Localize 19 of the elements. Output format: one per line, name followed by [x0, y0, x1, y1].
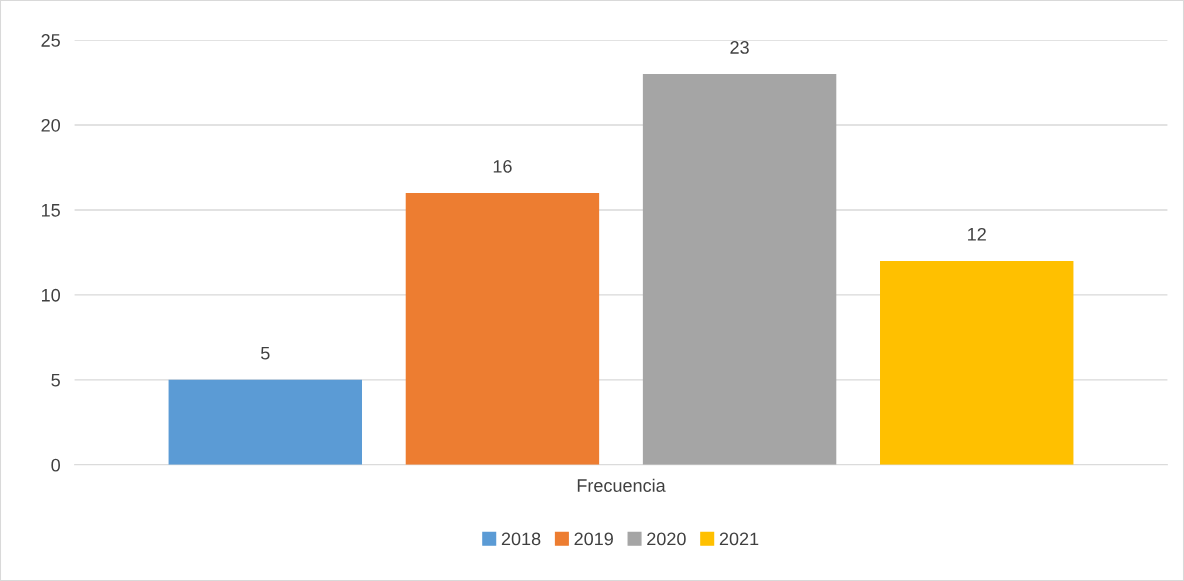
y-tick-label: 15	[42, 204, 60, 217]
x-tick-label: Frecuencia	[577, 478, 666, 492]
data-label: 12	[968, 227, 986, 241]
bar	[642, 74, 837, 465]
legend-label: 2021	[719, 532, 759, 546]
legend-label: 2018	[501, 532, 541, 546]
y-tick-label: 10	[42, 288, 60, 302]
y-tick-label: 20	[41, 118, 60, 132]
legend-label: 2020	[647, 532, 686, 546]
y-tick-label: 5	[51, 373, 60, 387]
bar	[168, 379, 363, 465]
data-label: 5	[260, 347, 270, 360]
data-label: 16	[493, 159, 512, 173]
legend-label: 2019	[574, 532, 613, 546]
data-label: 23	[730, 41, 749, 54]
y-tick-label: 25	[41, 34, 60, 47]
bar	[405, 192, 600, 465]
bar	[880, 260, 1074, 465]
y-tick-label: 0	[51, 458, 60, 472]
